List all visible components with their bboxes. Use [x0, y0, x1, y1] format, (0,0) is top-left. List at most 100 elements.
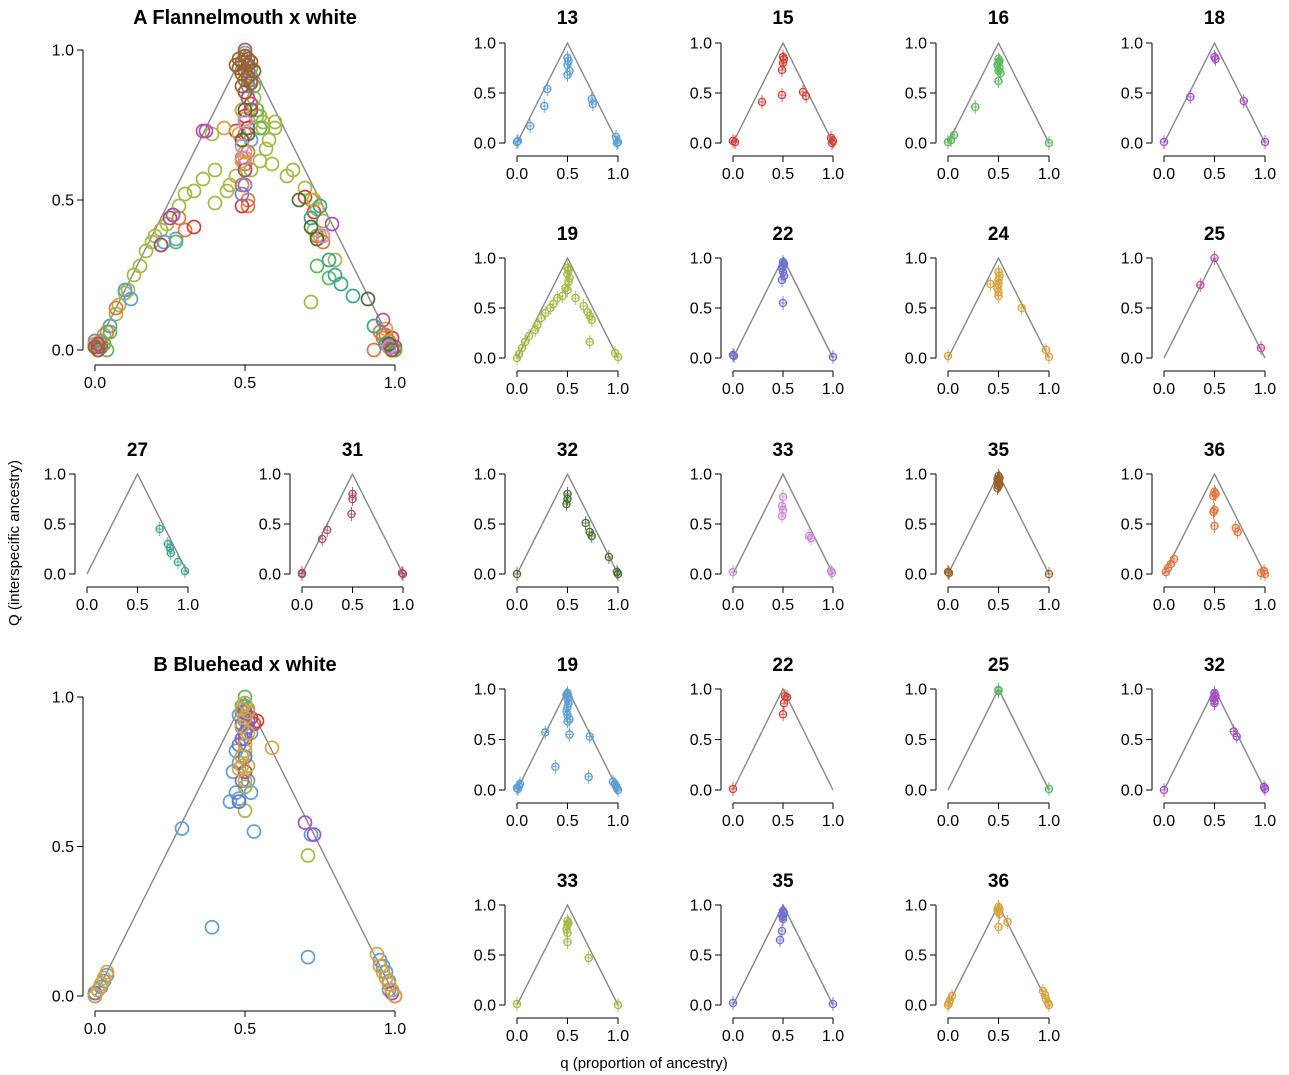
data-point: [324, 216, 340, 232]
panel-title: 36: [988, 871, 1009, 892]
data-point: [366, 342, 382, 358]
y-tick-label: 0.0: [905, 998, 927, 1015]
data-point: [155, 524, 164, 534]
data-point: [102, 324, 118, 340]
y-tick-label: 0.0: [44, 567, 66, 584]
y-tick-label: 0.0: [52, 989, 74, 1006]
data-point: [588, 99, 598, 109]
x-tick-label: 0.0: [937, 597, 959, 614]
data-point: [87, 988, 103, 1004]
data-point: [563, 717, 572, 726]
data-point: [613, 352, 623, 362]
data-point: [87, 339, 103, 355]
data-point: [994, 686, 1003, 696]
x-tick-label: 0.5: [987, 381, 1009, 398]
data-point: [1044, 352, 1054, 362]
y-tick-label: 1.0: [905, 682, 927, 699]
y-tick-label: 0.0: [690, 567, 712, 584]
data-point: [563, 70, 572, 80]
x-tick-label: 1.0: [607, 1028, 629, 1045]
data-point: [231, 761, 247, 777]
data-point: [195, 171, 211, 187]
x-tick-label: 1.0: [822, 166, 844, 183]
x-tick-label: 0.5: [341, 597, 363, 614]
data-point: [267, 114, 283, 130]
x-tick-label: 0.5: [987, 597, 1009, 614]
data-point: [1159, 137, 1169, 147]
y-tick-label: 0.0: [1121, 136, 1143, 153]
data-point: [180, 566, 190, 576]
data-point: [525, 121, 535, 131]
data-point: [828, 352, 838, 362]
panel-32: 32 0.0 0.0 0.5 0.5 1.0 1.0: [474, 440, 629, 614]
x-tick-label: 0.5: [987, 1028, 1009, 1045]
triangle-reference: [1163, 472, 1266, 575]
panel-36: 36 0.0 0.0 0.5 0.5 1.0 1.0: [905, 871, 1060, 1045]
x-tick-label: 0.0: [937, 813, 959, 830]
data-point: [222, 794, 238, 810]
x-tick-label: 1.0: [822, 813, 844, 830]
data-point: [543, 84, 552, 94]
triangle-reference: [732, 687, 834, 791]
x-tick-label: 0.5: [556, 166, 578, 183]
y-tick-label: 0.5: [690, 732, 712, 749]
data-point: [971, 102, 980, 112]
data-point: [611, 132, 621, 142]
y-tick-label: 1.0: [690, 467, 712, 484]
data-point: [156, 234, 172, 250]
data-point: [237, 773, 253, 789]
data-point: [986, 279, 995, 289]
x-tick-label: 1.0: [607, 597, 629, 614]
data-point: [558, 291, 567, 301]
y-tick-label: 0.5: [52, 193, 74, 210]
x-tick-label: 1.0: [1254, 813, 1276, 830]
y-tick-label: 0.0: [690, 136, 712, 153]
panel-title: 15: [772, 8, 794, 29]
data-point: [153, 237, 169, 253]
triangle-reference: [732, 472, 834, 575]
data-point: [943, 351, 953, 361]
data-point: [333, 276, 349, 292]
y-tick-label: 0.0: [905, 351, 927, 368]
data-point: [90, 342, 106, 358]
x-tick-label: 1.0: [1254, 381, 1276, 398]
data-point: [1239, 96, 1249, 106]
panel-title: 36: [1204, 440, 1225, 461]
data-point: [237, 150, 253, 166]
data-point: [237, 102, 253, 118]
data-point: [321, 252, 337, 268]
panel-25: 25 0.0 0.0 0.5 0.5 1.0 1.0: [1121, 224, 1276, 398]
y-tick-label: 0.5: [52, 839, 74, 856]
y-tick-label: 0.5: [474, 732, 496, 749]
y-tick-label: 1.0: [1121, 36, 1143, 53]
x-tick-label: 0.0: [722, 1028, 744, 1045]
y-tick-label: 0.0: [1121, 567, 1143, 584]
data-point: [775, 935, 785, 945]
data-point: [777, 65, 787, 75]
data-point: [994, 922, 1003, 932]
x-tick-label: 1.0: [384, 1021, 406, 1038]
triangle-reference: [947, 687, 1050, 791]
y-tick-label: 0.5: [905, 86, 927, 103]
panel-B: B Bluehead x white 0.0 0.0 0.5 0.5 1.0 1.0: [52, 654, 406, 1038]
data-point: [778, 298, 788, 308]
y-tick-label: 0.5: [690, 517, 712, 534]
data-point: [317, 534, 327, 544]
x-tick-label: 0.0: [1153, 813, 1175, 830]
data-point: [360, 291, 376, 307]
x-tick-label: 0.0: [722, 381, 744, 398]
data-point: [228, 57, 244, 73]
x-tick-label: 0.5: [987, 166, 1009, 183]
x-tick-label: 0.5: [1203, 166, 1225, 183]
y-tick-label: 0.0: [905, 567, 927, 584]
panel-32: 32 0.0 0.0 0.5 0.5 1.0 1.0: [1121, 655, 1276, 830]
data-point: [231, 794, 247, 810]
data-point: [1186, 92, 1195, 102]
panel-18: 18 0.0 0.0 0.5 0.5 1.0 1.0: [1121, 8, 1276, 183]
x-tick-label: 1.0: [1038, 381, 1060, 398]
data-point: [994, 291, 1003, 301]
data-point: [166, 548, 176, 558]
data-point: [563, 285, 572, 295]
data-point: [300, 848, 316, 863]
data-point: [995, 909, 1004, 919]
